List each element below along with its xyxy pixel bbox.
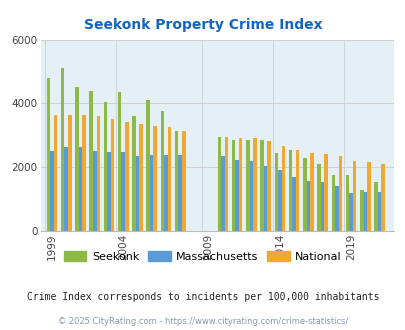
Bar xyxy=(79,148,82,231)
Bar xyxy=(249,161,253,231)
Bar xyxy=(178,155,181,231)
Bar xyxy=(107,152,111,231)
Bar xyxy=(231,140,235,231)
Bar xyxy=(64,148,68,231)
Bar xyxy=(47,78,50,231)
Bar xyxy=(281,147,285,231)
Bar xyxy=(221,156,224,231)
Bar xyxy=(245,140,249,231)
Bar xyxy=(345,175,348,231)
Bar xyxy=(292,177,295,231)
Bar xyxy=(263,166,267,231)
Bar xyxy=(75,87,79,231)
Bar xyxy=(377,192,380,231)
Bar xyxy=(224,137,228,231)
Bar xyxy=(93,150,96,231)
Bar xyxy=(132,116,135,231)
Bar xyxy=(260,140,263,231)
Text: Seekonk Property Crime Index: Seekonk Property Crime Index xyxy=(83,18,322,32)
Text: © 2025 CityRating.com - https://www.cityrating.com/crime-statistics/: © 2025 CityRating.com - https://www.city… xyxy=(58,317,347,326)
Bar xyxy=(359,189,362,231)
Bar xyxy=(235,160,238,231)
Bar xyxy=(82,115,85,231)
Legend: Seekonk, Massachusetts, National: Seekonk, Massachusetts, National xyxy=(60,247,345,267)
Bar xyxy=(160,112,164,231)
Bar xyxy=(61,68,64,231)
Bar xyxy=(331,175,334,231)
Bar xyxy=(362,192,366,231)
Bar xyxy=(302,158,306,231)
Bar xyxy=(306,181,309,231)
Bar xyxy=(153,126,157,231)
Bar xyxy=(316,164,320,231)
Bar xyxy=(103,102,107,231)
Bar xyxy=(121,152,125,231)
Bar xyxy=(373,182,377,231)
Bar xyxy=(149,155,153,231)
Bar xyxy=(348,193,352,231)
Bar xyxy=(274,153,277,231)
Bar xyxy=(167,127,171,231)
Bar xyxy=(309,152,313,231)
Bar xyxy=(338,156,341,231)
Bar xyxy=(277,170,281,231)
Bar xyxy=(238,138,242,231)
Bar xyxy=(181,130,185,231)
Bar xyxy=(139,124,143,231)
Bar xyxy=(146,100,149,231)
Bar xyxy=(50,150,53,231)
Bar xyxy=(352,161,356,231)
Bar xyxy=(117,92,121,231)
Bar xyxy=(366,162,370,231)
Bar xyxy=(125,122,128,231)
Bar xyxy=(135,156,139,231)
Bar xyxy=(267,141,270,231)
Bar xyxy=(111,119,114,231)
Bar xyxy=(380,164,384,231)
Bar xyxy=(253,139,256,231)
Text: Crime Index corresponds to incidents per 100,000 inhabitants: Crime Index corresponds to incidents per… xyxy=(27,292,378,302)
Bar xyxy=(217,137,221,231)
Bar xyxy=(295,150,299,231)
Bar xyxy=(324,154,327,231)
Bar xyxy=(334,186,338,231)
Bar xyxy=(68,115,71,231)
Bar xyxy=(175,130,178,231)
Bar xyxy=(89,91,93,231)
Bar xyxy=(288,150,292,231)
Bar xyxy=(96,116,100,231)
Bar xyxy=(164,155,167,231)
Bar xyxy=(53,115,57,231)
Bar xyxy=(320,182,324,231)
